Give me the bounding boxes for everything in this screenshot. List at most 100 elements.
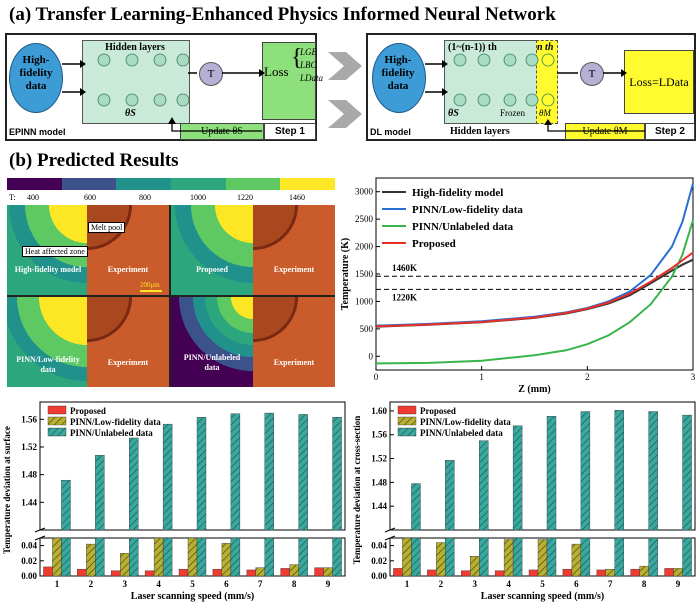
- arrows: [62, 63, 621, 93]
- pinn-unl-line1: PINN/Unlabeled: [183, 353, 241, 362]
- bar-lower-part: [298, 537, 308, 577]
- loss-terms: LGE LBC LData: [300, 46, 323, 85]
- nn-node: [97, 53, 111, 67]
- hf-data-ellipse-left: [9, 43, 63, 113]
- proposed-map: [171, 205, 253, 295]
- nn-node: [176, 93, 190, 107]
- nn-node: [477, 93, 491, 107]
- nn-node: [176, 53, 190, 67]
- nn-node: [525, 53, 539, 67]
- bar: [255, 567, 265, 577]
- nn-node: [503, 93, 517, 107]
- bar: [562, 568, 573, 577]
- colorbar-tick: 1000: [190, 193, 206, 202]
- hf-line2-right: fidelity: [381, 67, 415, 79]
- legend-label: Proposed: [412, 238, 456, 250]
- bar: [537, 539, 548, 577]
- hf-line2: fidelity: [19, 67, 53, 79]
- x-tick-label: 3: [691, 372, 696, 382]
- bar: [411, 483, 421, 531]
- experiment-label-3: Experiment: [107, 358, 149, 367]
- y-tick-label: 1.52: [371, 454, 387, 464]
- x-tick-label: 6: [574, 579, 579, 589]
- x-tick-label: 4: [156, 579, 161, 589]
- bar-lower-part: [162, 537, 173, 577]
- y-tick-label: 0.04: [21, 541, 37, 551]
- upper-axis-frame: [39, 401, 346, 531]
- bar: [264, 412, 274, 531]
- y-tick-label: 0.00: [21, 571, 37, 581]
- bar: [212, 568, 223, 577]
- x-tick-label: 5: [540, 579, 545, 589]
- transform-node-left: T: [199, 62, 223, 86]
- legend-label: High-fidelity model: [412, 187, 503, 199]
- axis-break-gap: [35, 531, 47, 537]
- bar: [314, 567, 324, 577]
- loss-word-left: Loss: [264, 64, 289, 79]
- y-tick-label: 1.44: [21, 497, 37, 507]
- bar: [571, 543, 582, 577]
- pinn-low-label: PINN/Low-fidelity data: [10, 355, 86, 375]
- layers-range-label: (1~(n-1)) th: [448, 42, 497, 53]
- colorbar-segment: [171, 178, 226, 190]
- experiment-label-4: Experiment: [273, 358, 315, 367]
- bar: [95, 455, 105, 531]
- haz-label: Heat affected zone: [22, 246, 88, 257]
- x-tick-label: 0: [374, 372, 379, 382]
- x-tick-label: 3: [472, 579, 477, 589]
- scale-bar-label: 200μm: [140, 281, 160, 289]
- series-line-2: [375, 219, 694, 365]
- colorbar-tick: 1460: [289, 193, 305, 202]
- loss-box-left: [262, 42, 316, 120]
- pinn-unl-line2: data: [204, 363, 220, 372]
- x-tick-label: 1: [405, 579, 410, 589]
- x-tick-label: 1: [479, 372, 484, 382]
- nodes-left: [97, 53, 190, 107]
- hf-line3: data: [25, 80, 47, 92]
- colorbar-segment: [7, 178, 62, 190]
- hf-data-ellipse-right: [372, 43, 426, 113]
- bar: [196, 417, 207, 531]
- colorbar-segment: [61, 178, 117, 190]
- bar: [144, 570, 155, 577]
- colorbar-tick: 400: [27, 193, 39, 202]
- legend-label: Proposed: [70, 406, 106, 416]
- loss-brace: {: [291, 45, 303, 71]
- section-a-title: (a) Transfer Learning-Enhanced Physics I…: [9, 4, 556, 25]
- bar: [402, 537, 412, 577]
- experiment-photo-2: [253, 205, 335, 295]
- y-tick-label: 0.02: [371, 556, 387, 566]
- theta-s-label-right: θS: [448, 108, 459, 119]
- legend-label: PINN/Unlabeled data: [70, 428, 153, 438]
- loss-term-bc: LBC: [300, 60, 317, 70]
- bar: [298, 414, 308, 531]
- step1-label: Step 1: [264, 123, 316, 140]
- legend-swatch: [47, 405, 67, 415]
- hf-model-label: High-fidelity model: [14, 265, 82, 274]
- bar-lower-part: [230, 537, 241, 577]
- legend-label: Proposed: [420, 406, 456, 416]
- legend-label: PINN/Unlabeled data: [412, 221, 514, 233]
- bar: [580, 411, 591, 531]
- bar: [648, 411, 658, 531]
- y-tick-label: 1.44: [371, 501, 387, 511]
- x-tick-label: 8: [642, 579, 647, 589]
- x-axis-label: Laser scanning speed (mm/s): [481, 591, 604, 602]
- legend-swatch: [47, 416, 67, 426]
- bar-lower-part: [153, 537, 164, 577]
- pinn-low-fidelity-map: [7, 297, 87, 387]
- bar: [120, 552, 130, 577]
- y-tick-label: 1.60: [371, 406, 387, 416]
- y-tick-label: 1.48: [371, 477, 387, 487]
- surface-deviation-bar-chart: 1 2 3 4 5 6 7 8 9 1.44 1.48 1.52 1.56 0.00 0.02 0.04 Las…: [2, 401, 346, 602]
- y-tick-label: 0.00: [371, 571, 387, 581]
- y-tick-label: 1.52: [21, 442, 37, 452]
- bar: [129, 437, 139, 531]
- bar: [528, 569, 539, 577]
- y-axis-label: Temperature deviation at surface: [2, 426, 12, 554]
- pinn-unlabeled-map: [171, 297, 253, 387]
- legend-label: PINN/Low-fidelity data: [420, 417, 511, 427]
- legend-swatch: [397, 427, 417, 437]
- upper-axis-frame: [389, 401, 696, 531]
- bar: [221, 543, 232, 577]
